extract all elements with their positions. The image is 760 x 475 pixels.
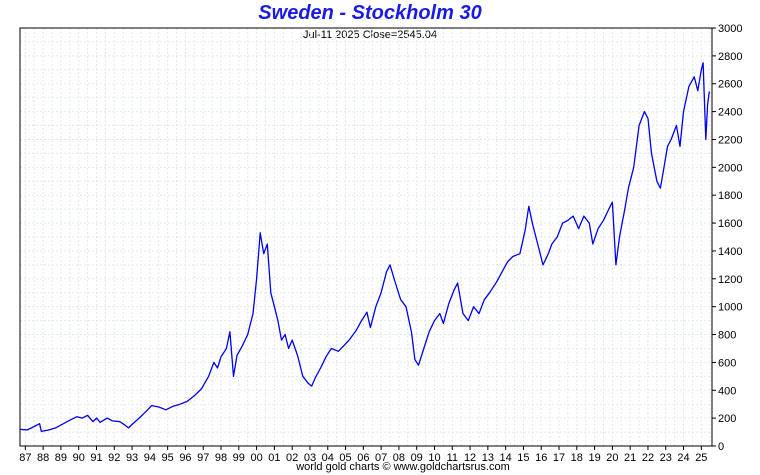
y-tick-label: 1800 [718, 190, 742, 202]
x-tick-label: 07 [375, 452, 387, 464]
x-tick-label: 99 [233, 452, 245, 464]
x-tick-label: 97 [197, 452, 209, 464]
x-tick-label: 08 [393, 452, 405, 464]
x-tick-label: 22 [642, 452, 654, 464]
y-tick-label: 800 [718, 330, 736, 342]
x-tick-label: 19 [588, 452, 600, 464]
x-tick-label: 87 [19, 452, 31, 464]
x-tick-label: 12 [464, 452, 476, 464]
x-tick-label: 23 [660, 452, 672, 464]
x-tick-label: 11 [447, 452, 458, 464]
y-tick-label: 2600 [718, 79, 742, 91]
x-tick-label: 89 [55, 452, 67, 464]
x-tick-label: 96 [179, 452, 191, 464]
y-axis: 0 200 400 600 800 1000 1200 1400 1600 1800 2000 220… [712, 23, 742, 453]
x-tick-label: 09 [411, 452, 423, 464]
grid [20, 27, 712, 447]
x-tick-label: 92 [108, 452, 120, 464]
x-tick-label: 06 [357, 452, 369, 464]
y-tick-label: 3000 [718, 23, 742, 35]
x-tick-label: 20 [606, 452, 618, 464]
x-tick-label: 94 [144, 452, 156, 464]
y-tick-label: 2400 [718, 107, 742, 119]
x-tick-label: 91 [90, 452, 102, 464]
x-tick-label: 18 [571, 452, 583, 464]
y-tick-label: 1200 [718, 274, 742, 286]
x-tick-label: 93 [126, 452, 138, 464]
y-tick-label: 1000 [718, 302, 742, 314]
x-tick-label: 04 [322, 452, 334, 464]
y-tick-label: 600 [718, 357, 736, 369]
plot-frame [19, 27, 713, 447]
x-tick-label: 25 [695, 452, 707, 464]
x-tick-label: 15 [517, 452, 529, 464]
chart-title: Sweden - Stockholm 30 [258, 2, 482, 24]
x-tick-label: 02 [286, 452, 298, 464]
x-tick-label: 16 [535, 452, 547, 464]
x-tick-label: 88 [37, 452, 49, 464]
y-tick-label: 200 [718, 413, 736, 425]
x-tick-label: 21 [624, 452, 636, 464]
x-tick-label: 03 [304, 452, 316, 464]
series-line [19, 62, 710, 433]
x-tick-label: 95 [162, 452, 174, 464]
y-tick-label: 2200 [718, 134, 742, 146]
y-tick-label: 1400 [718, 246, 742, 258]
x-tick-label: 01 [268, 452, 280, 464]
y-tick-label: 2000 [718, 162, 742, 174]
x-tick-label: 13 [482, 452, 494, 464]
x-tick-label: 98 [215, 452, 227, 464]
series-layer [19, 62, 710, 433]
y-tick-label: 0 [718, 441, 724, 453]
y-tick-label: 400 [718, 385, 736, 397]
x-tick-label: 17 [553, 452, 565, 464]
x-tick-label: 14 [500, 452, 512, 464]
x-tick-label: 90 [73, 452, 85, 464]
x-tick-label: 00 [250, 452, 262, 464]
chart-footer: world gold charts © www.goldchartsrus.co… [296, 461, 510, 473]
y-tick-label: 1600 [718, 218, 742, 230]
x-tick-label: 24 [677, 452, 689, 464]
x-tick-label: 05 [339, 452, 351, 464]
x-axis: 87 88 89 90 91 92 93 94 95 96 97 98 99 00 01 02 03 04 05 06… [19, 446, 707, 464]
y-tick-label: 2800 [718, 51, 742, 63]
x-tick-label: 10 [428, 452, 440, 464]
